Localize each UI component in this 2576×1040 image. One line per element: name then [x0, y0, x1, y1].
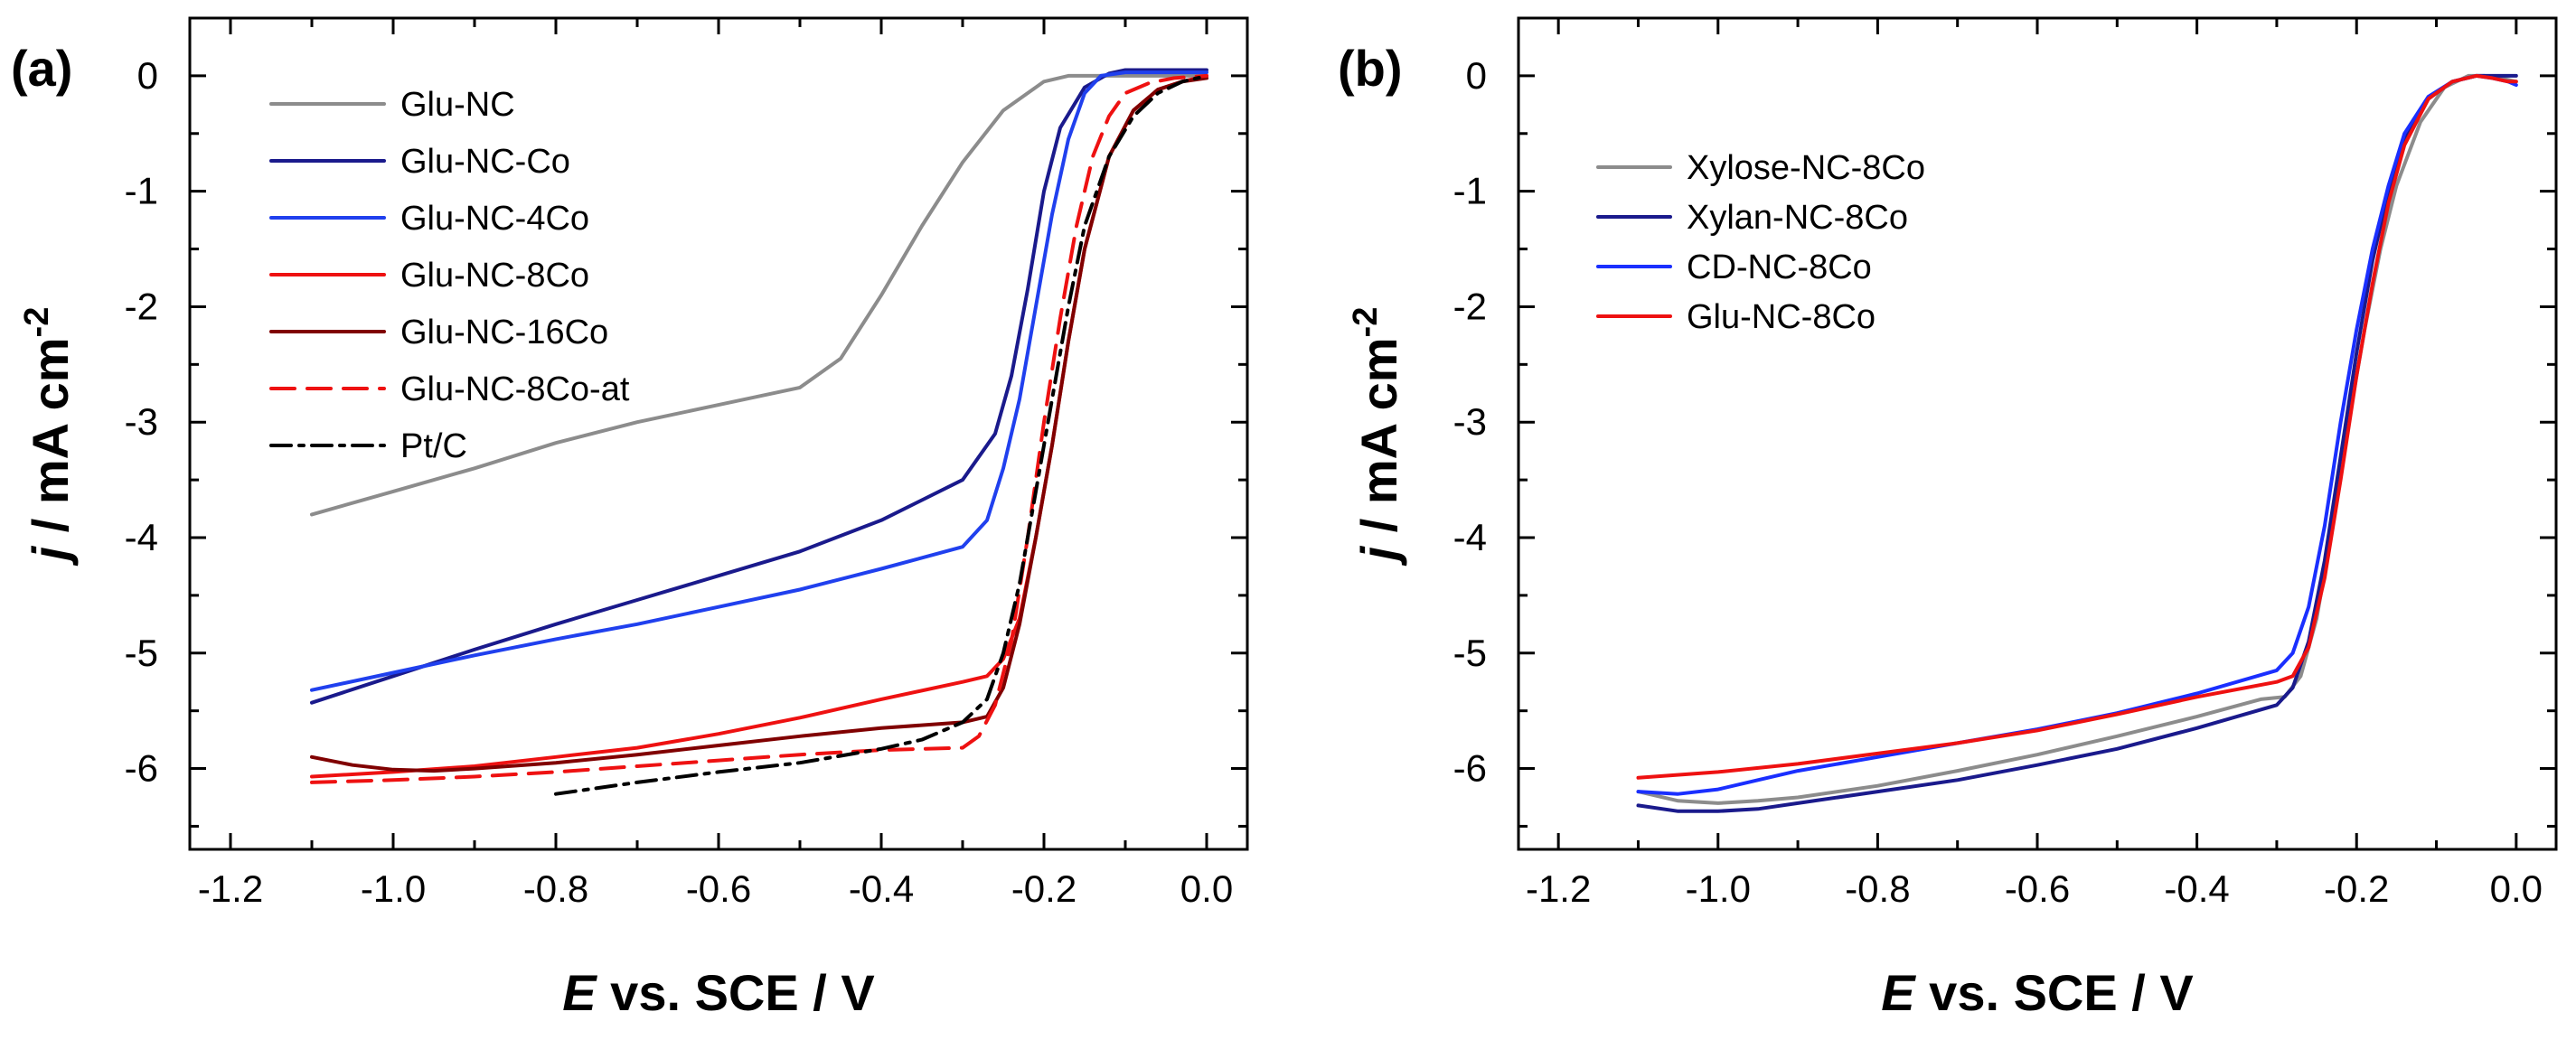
y-tick-label: -6 — [125, 747, 158, 790]
x-axis-title: E vs. SCE / V — [562, 964, 875, 1021]
series-line-glu-nc-16co — [310, 76, 1208, 773]
y-tick-label: -1 — [125, 170, 158, 212]
y-axis-title: j / mA cm-2 — [18, 307, 79, 567]
series-line-glu-nc — [310, 73, 1208, 517]
y-tick-label: 0 — [137, 54, 158, 97]
y-tick-label: -3 — [1453, 400, 1487, 443]
x-tick-label: -1.2 — [1526, 867, 1591, 910]
x-axis-title-symbol: E — [1881, 964, 1916, 1021]
y-tick-label: -2 — [1453, 285, 1487, 327]
y-axis-title: j / mA cm-2 — [1347, 307, 1407, 567]
legend-label: CD-NC-8Co — [1687, 248, 1872, 286]
y-axis-title-superscript: -2 — [1347, 307, 1385, 338]
y-tick-label: -4 — [1453, 516, 1487, 558]
y-tick-label: -2 — [125, 285, 158, 327]
legend-label: Pt/C — [400, 427, 467, 465]
series-line-glu-nc-8co — [310, 73, 1208, 779]
y-axis-title-superscript: -2 — [18, 307, 56, 338]
legend: Glu-NC Glu-NC-Co Glu-NC-4Co Glu-NC-8Co Glu-N… — [269, 86, 630, 465]
chart-panel-0: (a) -1.2 -1.0 -0.8 -0.6 -0.4 -0.2 0.0 0 -1 -2 -3 -4 -… — [11, 16, 1249, 1021]
y-tick-label: -6 — [1453, 747, 1487, 790]
legend: Xylose-NC-8Co Xylan-NC-8Co CD-NC-8Co Glu-NC… — [1596, 149, 1925, 336]
axis-frame — [188, 16, 1249, 851]
x-tick-label: -0.2 — [2324, 867, 2389, 910]
x-tick-label: -1.0 — [361, 867, 426, 910]
y-tick-label: -4 — [125, 516, 158, 558]
x-tick-label: -0.2 — [1011, 867, 1076, 910]
y-tick-label: -5 — [125, 632, 158, 674]
y-axis-title-symbol: j — [1350, 545, 1407, 567]
series-line-glu-nc-8co-at — [310, 73, 1208, 784]
x-tick-label: -0.4 — [849, 867, 914, 910]
series-line-pt-c — [554, 73, 1208, 796]
x-axis-title-text: vs. SCE / V — [1915, 964, 2194, 1021]
legend-label: Glu-NC — [400, 86, 515, 124]
x-tick-label: -0.8 — [1845, 867, 1910, 910]
x-tick-label: 0.0 — [1180, 867, 1233, 910]
x-tick-label: -1.0 — [1686, 867, 1751, 910]
x-axis-title: E vs. SCE / V — [1881, 964, 2194, 1021]
legend-label: Glu-NC-8Co — [1687, 298, 1876, 336]
series-line-glu-nc-4co — [310, 70, 1208, 692]
y-tick-label: -5 — [1453, 632, 1487, 674]
legend-label: Glu-NC-Co — [400, 143, 570, 181]
y-tick-label: 0 — [1466, 54, 1487, 97]
series-line-glu-nc-co — [310, 68, 1208, 705]
x-tick-label: -1.2 — [198, 867, 263, 910]
chart-panel-1: (b) -1.2 -1.0 -0.8 -0.6 -0.4 -0.2 0.0 0 -1 -2 -3 -4 -… — [1338, 16, 2558, 1021]
y-axis-title-text: / mA cm — [1350, 337, 1407, 546]
x-tick-label: -0.6 — [2005, 867, 2070, 910]
series-line-glu-nc-8co — [1636, 73, 2518, 780]
x-tick-label: -0.4 — [2164, 867, 2229, 910]
legend-label: Xylose-NC-8Co — [1687, 149, 1925, 187]
legend-label: Glu-NC-4Co — [400, 200, 589, 238]
legend-label: Glu-NC-16Co — [400, 314, 608, 351]
series-group — [1636, 73, 2518, 813]
panel-label: (a) — [11, 40, 72, 97]
legend-label: Glu-NC-8Co — [400, 257, 589, 295]
x-tick-label: -0.8 — [523, 867, 588, 910]
x-tick-label: -0.6 — [686, 867, 751, 910]
y-axis-title-symbol: j — [22, 545, 79, 567]
x-axis-title-symbol: E — [562, 964, 597, 1021]
y-tick-label: -3 — [125, 400, 158, 443]
y-tick-label: -1 — [1453, 170, 1487, 212]
series-group — [310, 68, 1208, 796]
panel-label: (b) — [1338, 40, 1403, 97]
y-axis-title-text: / mA cm — [22, 337, 79, 546]
legend-label: Xylan-NC-8Co — [1687, 199, 1908, 237]
x-axis-title-text: vs. SCE / V — [597, 964, 875, 1021]
legend-label: Glu-NC-8Co-at — [400, 370, 630, 408]
x-tick-label: 0.0 — [2490, 867, 2543, 910]
